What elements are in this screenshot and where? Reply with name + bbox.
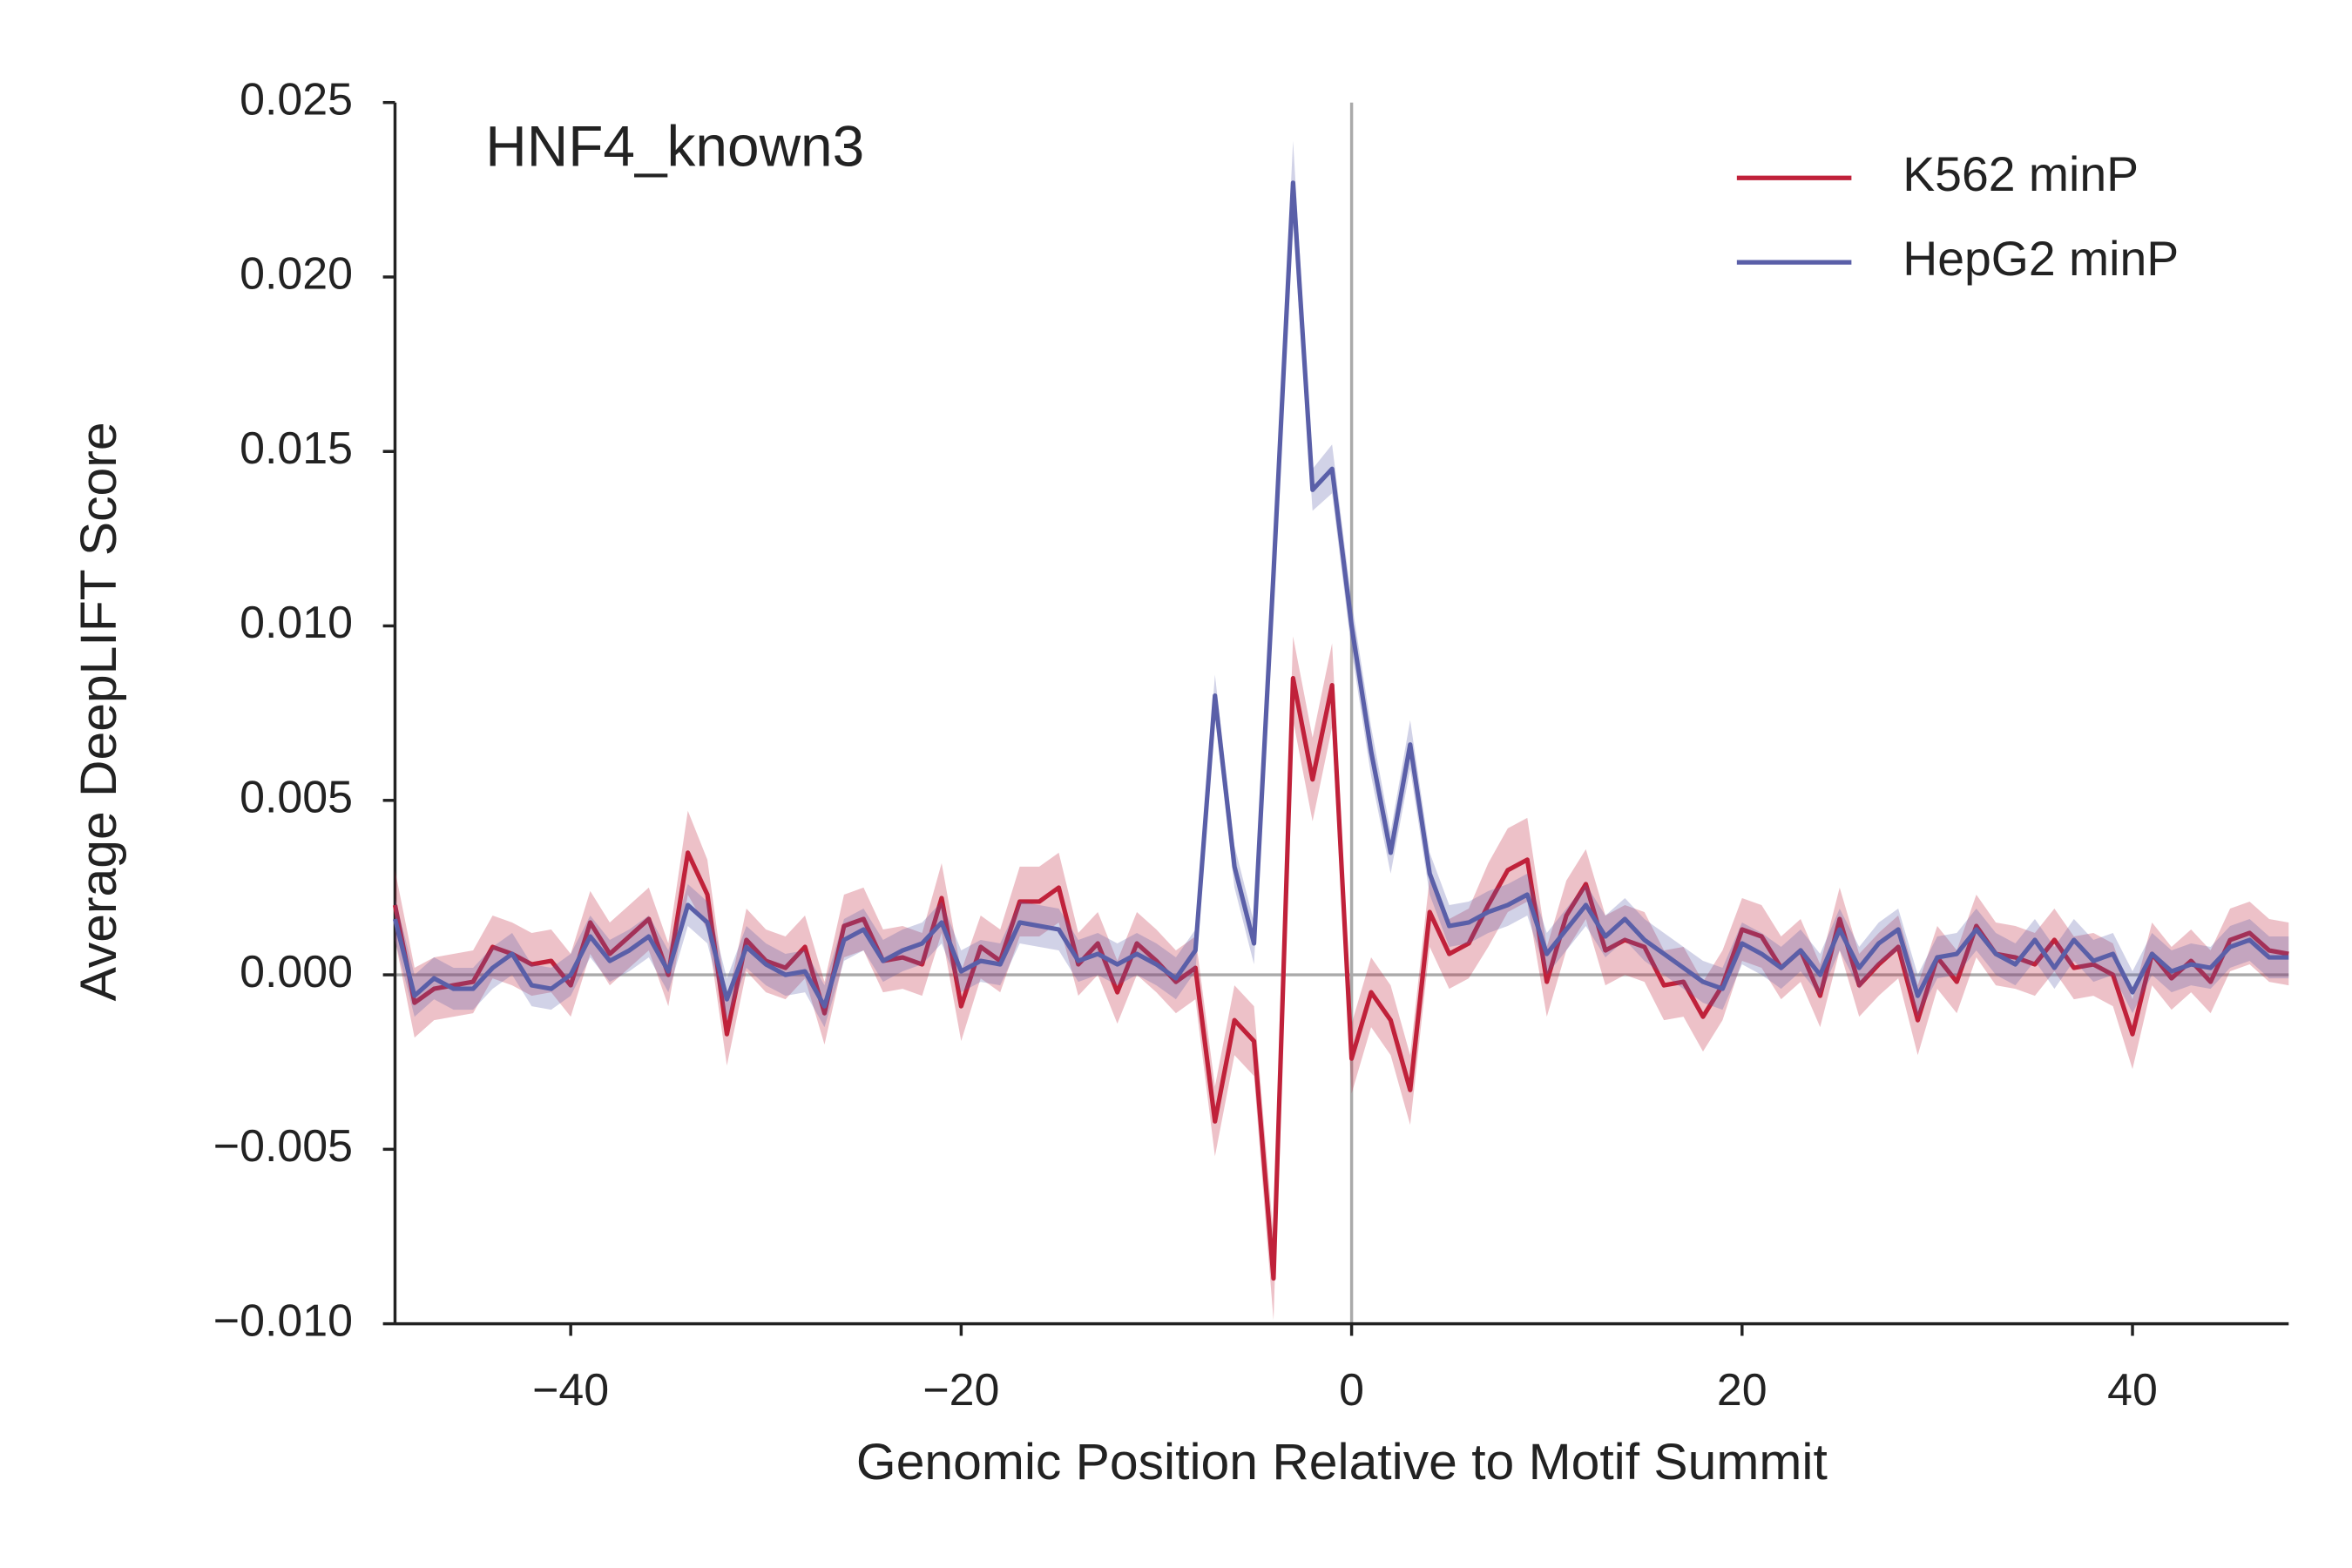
y-tick-label: 0.025 [240, 74, 353, 125]
y-tick-label: −0.005 [213, 1121, 353, 1172]
y-tick-label: 0.020 [240, 249, 353, 300]
y-tick-label: −0.010 [213, 1295, 353, 1346]
y-tick-label: 0.010 [240, 598, 353, 648]
x-tick-label: 0 [1339, 1365, 1364, 1416]
confidence-band [395, 636, 2289, 1321]
confidence-band [395, 140, 2289, 1028]
y-tick-label: 0.005 [240, 773, 353, 823]
series-line [392, 180, 2289, 1009]
legend-label: K562 minP [1903, 147, 2139, 201]
x-tick-label: −20 [923, 1365, 999, 1416]
x-tick-label: 20 [1717, 1365, 1767, 1416]
x-axis-label: Genomic Position Relative to Motif Summi… [856, 1434, 1828, 1490]
chart-title: HNF4_known3 [485, 113, 864, 178]
legend-label: HepG2 minP [1903, 232, 2179, 286]
y-tick-label: 0.000 [240, 947, 353, 997]
x-tick-label: −40 [532, 1365, 609, 1416]
x-tick-label: 40 [2107, 1365, 2158, 1416]
y-tick-label: 0.015 [240, 423, 353, 474]
y-axis-label: Average DeepLIFT Score [71, 422, 127, 1001]
